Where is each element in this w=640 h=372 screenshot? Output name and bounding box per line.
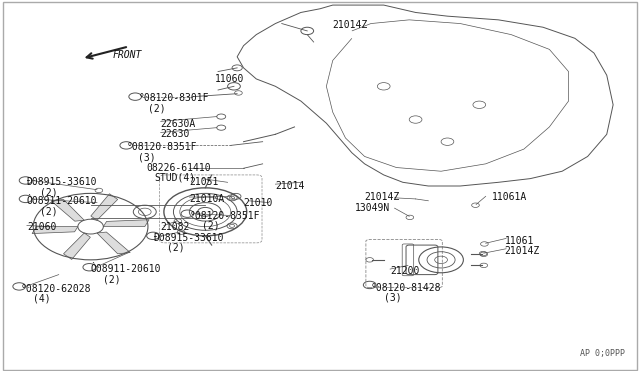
Text: (2): (2) [167,243,185,253]
Text: 21014Z: 21014Z [505,246,540,256]
Text: °08120-8351F: °08120-8351F [189,211,260,221]
Text: STUD(4): STUD(4) [154,173,195,183]
Text: 13049N: 13049N [355,203,390,213]
Text: 21010A: 21010A [189,194,225,204]
Text: 11060: 11060 [215,74,244,84]
Text: 21060: 21060 [27,222,56,232]
Polygon shape [51,199,84,221]
Text: 21082: 21082 [161,222,190,232]
Text: °08120-8351F: °08120-8351F [127,142,197,152]
Text: 21014Z: 21014Z [365,192,400,202]
Text: (2): (2) [148,103,166,113]
Text: AP 0;0PPP: AP 0;0PPP [580,350,625,359]
Text: (2): (2) [103,274,121,284]
Text: (2): (2) [40,206,57,216]
Text: 11061A: 11061A [492,192,527,202]
Text: (4): (4) [33,294,51,304]
Polygon shape [103,220,149,227]
Text: °08120-81428: °08120-81428 [371,283,442,292]
Text: 08226-61410: 08226-61410 [147,163,211,173]
Text: (3): (3) [384,292,401,302]
Text: 21051: 21051 [189,177,219,187]
Text: 21014: 21014 [275,181,305,191]
Text: °08120-8301F: °08120-8301F [138,93,209,103]
Text: (3): (3) [138,152,156,162]
Text: Ò08911-20610: Ò08911-20610 [27,196,97,206]
Polygon shape [32,227,78,234]
Text: Ð08915-33610: Ð08915-33610 [154,233,225,243]
Polygon shape [91,194,118,220]
Text: (2): (2) [40,187,57,197]
Text: 22630A: 22630A [161,119,196,129]
Text: FRONT: FRONT [113,50,142,60]
Text: 22630: 22630 [161,129,190,139]
Text: 11061: 11061 [505,235,534,246]
Text: 21014Z: 21014Z [333,20,368,31]
Text: 21200: 21200 [390,266,419,276]
Text: 21010: 21010 [244,198,273,208]
Text: (2): (2) [202,221,220,231]
Polygon shape [63,233,90,259]
Polygon shape [97,232,130,254]
Text: °08120-62028: °08120-62028 [20,283,91,294]
Text: Ð08915-33610: Ð08915-33610 [27,177,97,187]
Text: Ò08911-20610: Ò08911-20610 [91,264,161,274]
